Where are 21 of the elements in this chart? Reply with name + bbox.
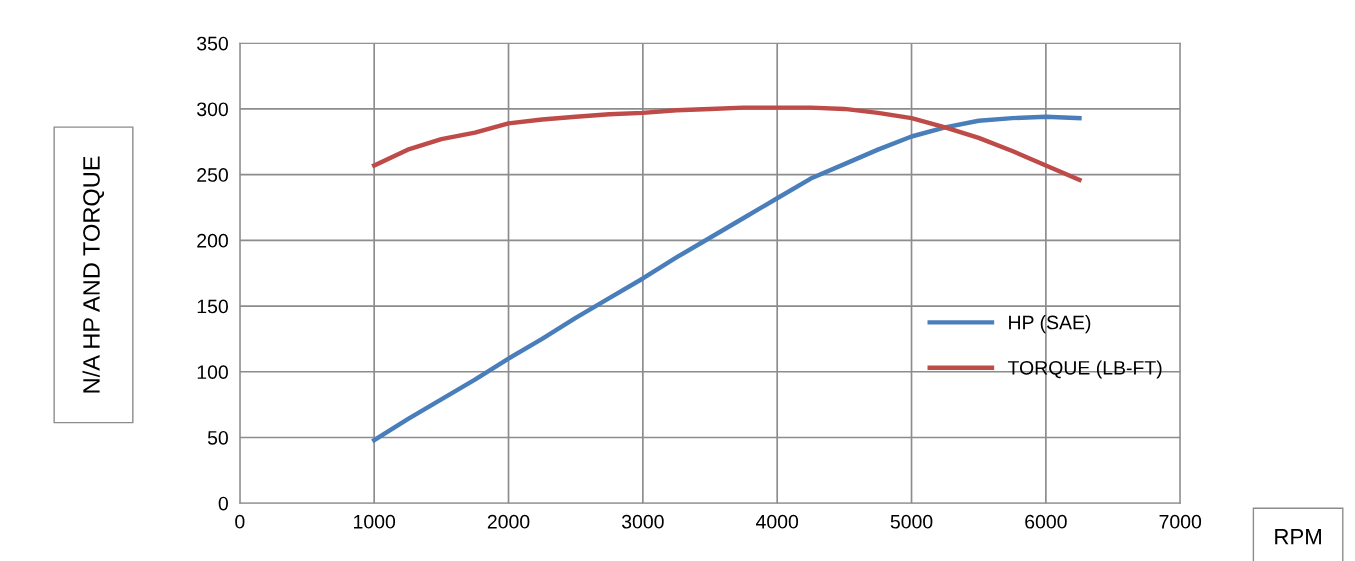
y-tick-label: 250 xyxy=(197,168,228,182)
legend-label: HP (SAE) xyxy=(1009,315,1091,334)
x-tick-label: 5000 xyxy=(890,514,933,529)
line-series xyxy=(371,105,1082,183)
y-tick-label: 0 xyxy=(218,496,228,511)
y-tick-label: 150 xyxy=(197,299,228,314)
x-tick-label: 7000 xyxy=(1159,514,1202,529)
y-tick-label: 350 xyxy=(197,36,228,51)
x-axis-title: RPM xyxy=(1275,529,1321,545)
x-tick-label: 0 xyxy=(235,514,245,529)
x-tick-label: 6000 xyxy=(1025,514,1067,529)
x-tick-label: 3000 xyxy=(621,514,664,529)
legend-label: TORQUE (LB-FT) xyxy=(1007,360,1162,379)
y-tick-label: 200 xyxy=(197,233,228,248)
y-tick-label: 100 xyxy=(197,365,228,380)
x-tick-label: 4000 xyxy=(756,514,799,529)
y-tick-label: 50 xyxy=(207,430,228,445)
x-tick-label: 1000 xyxy=(354,514,396,529)
y-axis-title: N/A HP AND TORQUE xyxy=(82,156,105,393)
y-tick-label: 300 xyxy=(197,102,228,117)
x-tick-label: 2000 xyxy=(487,514,530,529)
